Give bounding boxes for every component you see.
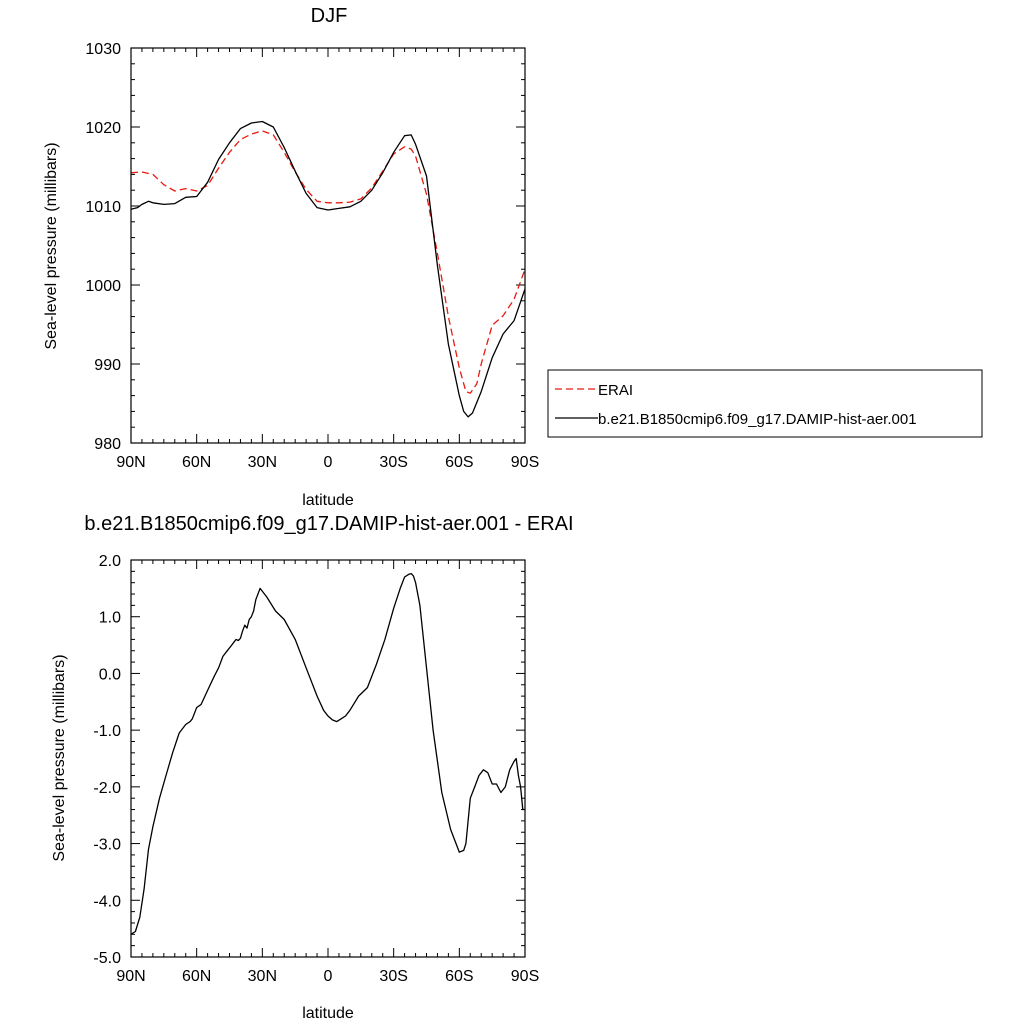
series-line-erai: [130, 130, 526, 394]
y-tick-label: 990: [94, 357, 121, 374]
y-tick-label: 980: [94, 436, 121, 453]
top-panel: DJF 90N 60N 30N 0 30S 60S 90S 980 990 1000 1010 102…: [43, 5, 539, 509]
legend-erai-label: ERAI: [598, 382, 633, 399]
y-tick-label: 1000: [85, 278, 121, 295]
y-tick-label: -5.0: [93, 950, 121, 967]
bottom-panel: b.e21.B1850cmip6.f09_g17.DAMIP-hist-aer.…: [51, 513, 574, 1022]
y-tick-label: 1030: [85, 41, 121, 58]
y-tick-label: 1.0: [99, 610, 121, 627]
top-x-axis-label: latitude: [302, 492, 354, 509]
bottom-panel-ticks: 90N 60N 30N 0 30S 60S 90S -5.0 -4.0 -3.0 -2.0 -1.0 0…: [93, 553, 539, 985]
y-tick-label: 2.0: [99, 553, 121, 570]
legend: ERAI b.e21.B1850cmip6.f09_g17.DAMIP-hist…: [547, 369, 983, 438]
y-tick-label: -2.0: [93, 780, 121, 797]
x-tick-label: 0: [324, 454, 333, 471]
y-tick-label: -1.0: [93, 723, 121, 740]
y-tick-label: -4.0: [93, 893, 121, 910]
x-tick-label: 60N: [182, 968, 211, 985]
x-tick-label: 90S: [511, 454, 539, 471]
bottom-x-axis-label: latitude: [302, 1005, 354, 1022]
x-tick-label: 0: [324, 968, 333, 985]
x-tick-label: 60S: [445, 454, 473, 471]
x-tick-label: 30S: [379, 968, 407, 985]
bottom-plot-frame: [130, 559, 526, 958]
y-tick-label: -3.0: [93, 837, 121, 854]
x-tick-label: 90N: [116, 454, 145, 471]
x-tick-label: 30S: [379, 454, 407, 471]
x-tick-label: 30N: [248, 454, 277, 471]
top-plot-frame: [130, 47, 526, 444]
y-tick-label: 0.0: [99, 666, 121, 683]
bottom-panel-title: b.e21.B1850cmip6.f09_g17.DAMIP-hist-aer.…: [84, 513, 573, 535]
x-tick-label: 90N: [116, 968, 145, 985]
top-panel-series: [130, 120, 526, 418]
series-line-difference: [130, 572, 525, 935]
legend-box: [547, 369, 983, 438]
series-line-b-e21-b1850cmip6-f09-g17-damip-hist-aer-001: [130, 120, 526, 418]
x-tick-label: 60N: [182, 454, 211, 471]
y-tick-label: 1020: [85, 120, 121, 137]
top-panel-title: DJF: [311, 5, 348, 27]
x-tick-label: 90S: [511, 968, 539, 985]
bottom-panel-series: [130, 572, 525, 935]
top-y-axis-label: Sea-level pressure (millibars): [43, 142, 60, 349]
x-tick-label: 60S: [445, 968, 473, 985]
y-tick-label: 1010: [85, 199, 121, 216]
top-panel-ticks: 90N 60N 30N 0 30S 60S 90S 980 990 1000 1010 1020 103…: [85, 41, 539, 471]
legend-model-label: b.e21.B1850cmip6.f09_g17.DAMIP-hist-aer.…: [598, 411, 917, 428]
bottom-y-axis-label: Sea-level pressure (millibars): [51, 654, 68, 861]
x-tick-label: 30N: [248, 968, 277, 985]
